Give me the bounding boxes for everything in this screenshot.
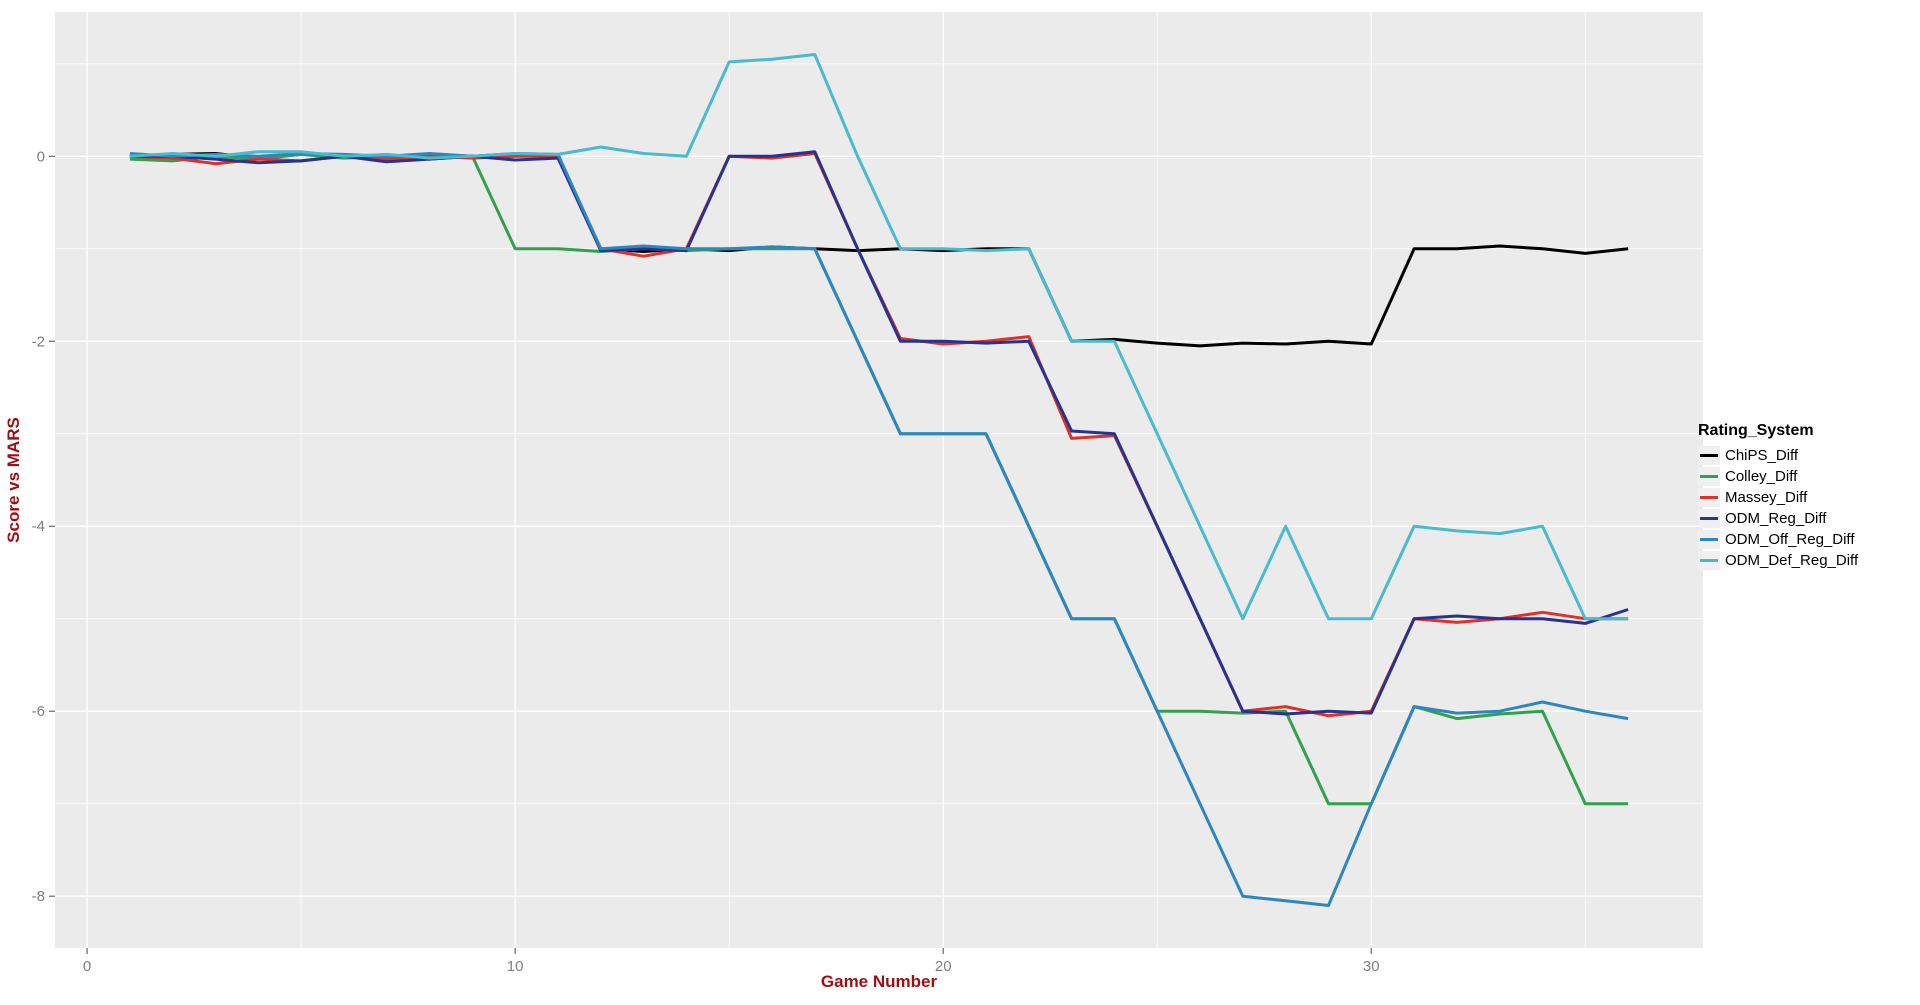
legend-item-ChiPS_Diff: ChiPS_Diff bbox=[1698, 445, 1858, 466]
svg-text:30: 30 bbox=[1363, 958, 1380, 975]
svg-text:-8: -8 bbox=[32, 888, 45, 905]
legend: Rating_System ChiPS_Diff Colley_Diff Masse… bbox=[1698, 422, 1858, 571]
svg-text:10: 10 bbox=[507, 958, 524, 975]
legend-key-line bbox=[1700, 454, 1718, 457]
legend-key-swatch bbox=[1698, 530, 1720, 549]
axis-tick-marks bbox=[49, 155, 1372, 954]
legend-item-label: ODM_Def_Reg_Diff bbox=[1725, 552, 1859, 569]
svg-text:-2: -2 bbox=[32, 333, 45, 350]
x-axis-title: Game Number bbox=[820, 972, 938, 991]
legend-item-ODM_Reg_Diff: ODM_Reg_Diff bbox=[1698, 508, 1858, 529]
legend-key-line bbox=[1700, 475, 1718, 478]
svg-text:-4: -4 bbox=[32, 518, 45, 535]
legend-key-swatch bbox=[1698, 446, 1720, 465]
legend-item-label: Colley_Diff bbox=[1725, 468, 1798, 485]
legend-key-swatch bbox=[1698, 488, 1720, 507]
legend-item-label: ODM_Reg_Diff bbox=[1725, 510, 1827, 527]
svg-text:0: 0 bbox=[37, 148, 45, 165]
legend-item-label: Massey_Diff bbox=[1725, 489, 1808, 506]
plot-panel bbox=[55, 12, 1703, 948]
legend-item-label: ODM_Off_Reg_Diff bbox=[1725, 531, 1855, 548]
x-axis-tick-labels: 0 10 20 30 bbox=[83, 958, 1380, 975]
legend-item-label: ChiPS_Diff bbox=[1725, 447, 1799, 464]
legend-key-swatch bbox=[1698, 509, 1720, 528]
legend-item-ODM_Off_Reg_Diff: ODM_Off_Reg_Diff bbox=[1698, 529, 1858, 550]
y-axis-tick-labels: 0 -2 -4 -6 -8 bbox=[32, 148, 45, 905]
legend-key-swatch bbox=[1698, 551, 1720, 570]
svg-text:-6: -6 bbox=[32, 703, 45, 720]
legend-key-line bbox=[1700, 496, 1718, 499]
y-axis-title: Score vs MARS bbox=[4, 417, 23, 543]
legend-key-swatch bbox=[1698, 467, 1720, 486]
svg-text:20: 20 bbox=[935, 958, 952, 975]
legend-item-ODM_Def_Reg_Diff: ODM_Def_Reg_Diff bbox=[1698, 550, 1858, 571]
legend-key-line bbox=[1700, 538, 1718, 541]
series-line-ODM_Def_Reg_Diff bbox=[129, 53, 1629, 621]
series-line-ODM_Reg_Diff bbox=[129, 150, 1629, 716]
legend-key-line bbox=[1700, 559, 1718, 562]
legend-items: ChiPS_Diff Colley_Diff Massey_Diff ODM_Reg_… bbox=[1698, 445, 1858, 571]
svg-text:0: 0 bbox=[83, 958, 91, 975]
legend-key-line bbox=[1700, 517, 1718, 520]
legend-item-Colley_Diff: Colley_Diff bbox=[1698, 466, 1858, 487]
legend-item-Massey_Diff: Massey_Diff bbox=[1698, 487, 1858, 508]
legend-title: Rating_System bbox=[1698, 422, 1814, 439]
